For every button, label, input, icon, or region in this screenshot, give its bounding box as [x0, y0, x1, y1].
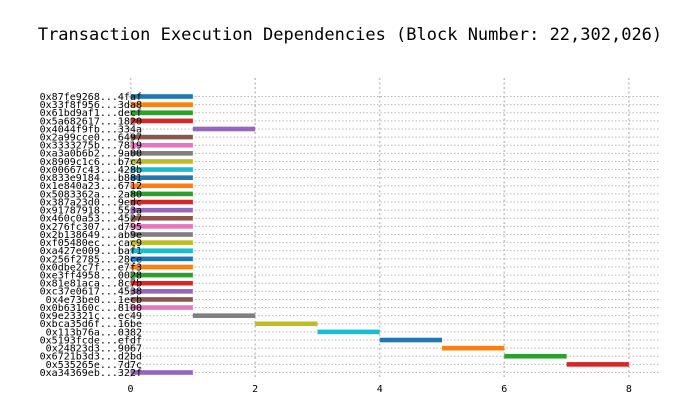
x-tick-label: 6: [501, 384, 507, 395]
dependency-bar: [130, 240, 193, 245]
dependency-bar: [130, 264, 193, 270]
chart-title: Transaction Execution Dependencies (Bloc…: [38, 25, 662, 45]
y-tick-label: 0x0b63160c...8100: [40, 303, 142, 314]
dependency-bar: [130, 256, 193, 262]
y-tick-label: 0x1e840a23...6712: [40, 181, 142, 192]
y-tick-label: 0x2b138649...ab9e: [40, 230, 142, 241]
y-tick-label: 0x256f2785...28ce: [40, 254, 142, 265]
dependency-bar: [130, 289, 193, 294]
x-tick-label: 2: [252, 384, 258, 395]
y-tick-label: 0x535265e...7d7c: [46, 360, 142, 371]
y-tick-label: 0x833e9184...b881: [40, 173, 142, 184]
dependency-bar: [130, 151, 193, 156]
dependency-bar: [130, 134, 193, 140]
x-tick-label: 4: [377, 384, 383, 395]
dependency-bar: [130, 305, 193, 310]
x-tick-label: 0: [128, 384, 134, 395]
dependency-bar: [192, 313, 256, 318]
y-tick-label: 0x113b76a...0382: [46, 327, 142, 338]
y-tick-label: 0x24823d3...9067: [46, 344, 142, 355]
y-tick-label: 0x2a99cce0...6497: [40, 132, 142, 143]
grid-lines: [118, 78, 660, 378]
dependency-bar: [566, 362, 629, 367]
y-tick-label: 0x460c0a53...4527: [40, 214, 142, 225]
y-tick-label: 0xa3a0b6b2...9a00: [40, 149, 142, 160]
dependency-bar: [130, 102, 193, 107]
dependency-bar: [130, 110, 193, 116]
y-tick-label: 0x5a682617...1820: [40, 116, 142, 127]
dependency-bar: [130, 199, 193, 205]
dependency-bar: [130, 159, 193, 164]
y-tick-label: 0x387a23d0...9edc: [40, 197, 142, 208]
y-tick-label: 0x00667c43...428b: [40, 165, 142, 176]
dependency-bar: [130, 232, 193, 237]
dependency-bar: [130, 142, 193, 148]
y-tick-label: 0x6721b3d3...d2bd: [40, 352, 142, 363]
y-tick-label: 0x91787918...553a: [40, 206, 142, 217]
dependency-bar: [130, 191, 193, 197]
dependency-bar: [130, 370, 193, 375]
y-tick-labels: 0x87fe9268...4faf0x33f8f956...3da80x61bd…: [40, 92, 142, 379]
dependency-bar: [130, 224, 193, 229]
dependency-bar: [255, 321, 318, 327]
y-tick-label: 0x0dbe2c7f...e7f3: [40, 262, 142, 273]
y-tick-label: 0x33f8f956...3da8: [40, 100, 142, 111]
y-tick-label: 0x4e73be0...1ecb: [46, 295, 142, 306]
y-tick-label: 0x81e81aca...8c7b: [40, 279, 142, 290]
dependency-bar: [130, 175, 193, 180]
y-tick-label: 0x9e23321c...ec49: [40, 311, 142, 322]
y-tick-label: 0x3333275b...7819: [40, 141, 142, 152]
y-tick-label: 0x5083362a...2a80: [40, 189, 142, 200]
y-tick-label: 0xbca35d6f...16be: [40, 319, 142, 330]
dependency-bar: [130, 207, 193, 213]
y-tick-label: 0x8909c1c6...b7c4: [40, 157, 142, 168]
y-tick-label: 0xa34369eb...322f: [40, 368, 142, 379]
dependency-bar: [504, 353, 567, 359]
bars: [130, 94, 629, 375]
dependency-bar: [130, 167, 193, 172]
dependency-bar: [379, 337, 442, 343]
dependency-bar: [192, 126, 256, 132]
dependency-bar: [130, 118, 193, 124]
y-tick-label: 0xc37e0617...4538: [40, 287, 142, 298]
dependency-bar: [130, 272, 193, 278]
y-tick-label: 0x4044f9fb...334a: [40, 124, 142, 135]
dependency-bar: [317, 329, 380, 335]
y-tick-label: 0x276fc307...d795: [40, 222, 142, 233]
y-tick-label: 0xa427e009...baf1: [40, 246, 142, 257]
x-tick-labels: 0 2 4 6 8: [128, 384, 632, 395]
x-tick-label: 8: [626, 384, 632, 395]
dependency-bar: [130, 215, 193, 221]
dependency-bar: [130, 280, 193, 286]
y-tick-label: 0x5193fcde...efdf: [40, 335, 142, 346]
y-tick-label: 0x87fe9268...4faf: [40, 92, 142, 103]
y-tick-label: 0xe3ff4958...0028: [40, 270, 142, 281]
dependency-bar: [130, 297, 193, 302]
dependency-bar: [130, 248, 193, 254]
dependency-bar: [442, 345, 505, 351]
dependency-bar: [130, 94, 193, 99]
y-tick-label: 0x61bd9af1...decf: [40, 108, 142, 119]
dependency-bar: [130, 183, 193, 189]
y-tick-label: 0xf05480ec...cac9: [40, 238, 142, 249]
